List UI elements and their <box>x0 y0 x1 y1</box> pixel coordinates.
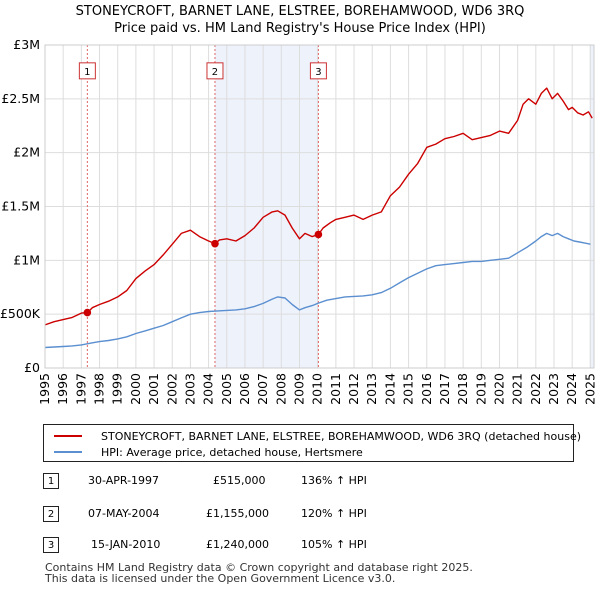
sale-marker-label: 2 <box>212 67 218 78</box>
hpi-line <box>44 232 591 349</box>
legend-item-hpi: HPI: Average price, detached house, Hert… <box>44 444 573 460</box>
x-tick-label: 2014 <box>382 373 397 405</box>
transaction-row: 2 07-MAY-2004 £1,155,000 120% ↑ HPI <box>43 503 600 525</box>
y-tick-label: £0 <box>24 360 40 375</box>
footer-licence: This data is licensed under the Open Gov… <box>45 572 396 585</box>
x-tick-label: 2019 <box>473 373 488 405</box>
transaction-hpi: 105% ↑ HPI <box>301 538 367 551</box>
y-tick-label: £1M <box>13 252 40 267</box>
price-chart: STONEYCROFT, BARNET LANE, ELSTREE, BOREH… <box>0 4 597 405</box>
legend-item-property: STONEYCROFT, BARNET LANE, ELSTREE, BOREH… <box>44 428 581 444</box>
chart-title: STONEYCROFT, BARNET LANE, ELSTREE, BOREH… <box>76 4 525 19</box>
sale-marker-box <box>78 62 96 80</box>
legend-property-label: STONEYCROFT, BARNET LANE, ELSTREE, BOREH… <box>101 429 581 443</box>
legend-hpi-swatch <box>54 451 82 453</box>
x-tick-label: 2004 <box>201 373 216 405</box>
x-tick-label: 2012 <box>346 373 361 405</box>
y-tick-label: £2M <box>13 145 40 160</box>
sale-marker-box <box>309 62 327 80</box>
x-tick-label: 2018 <box>455 373 470 405</box>
x-tick-label: 2025 <box>582 373 597 405</box>
transaction-price: £1,155,000 <box>206 507 269 520</box>
sale-point <box>211 239 219 248</box>
transaction-number: 3 <box>43 537 59 553</box>
x-tick-label: 2007 <box>255 373 270 405</box>
transaction-date: 07-MAY-2004 <box>88 507 160 520</box>
x-tick-label: 1999 <box>110 373 125 405</box>
x-tick-label: 2015 <box>401 373 416 405</box>
x-tick-label: 2024 <box>564 373 579 405</box>
x-tick-label: 2009 <box>292 373 307 405</box>
chart-subtitle: Price paid vs. HM Land Registry's House … <box>114 21 486 36</box>
x-tick-label: 2002 <box>164 373 179 405</box>
sale-marker-label: 3 <box>315 67 321 78</box>
x-tick-label: 2006 <box>237 373 252 405</box>
property-price-line <box>44 87 593 326</box>
transaction-price: £515,000 <box>213 474 266 487</box>
x-tick-label: 2013 <box>364 373 379 405</box>
transaction-number: 2 <box>43 506 59 522</box>
plot-border <box>44 44 595 369</box>
x-tick-label: 2016 <box>419 373 434 405</box>
sale-marker-label: 1 <box>84 67 90 78</box>
x-tick-label: 1996 <box>55 373 70 405</box>
x-tick-label: 2021 <box>510 373 525 405</box>
footer: Contains HM Land Registry data © Crown c… <box>45 562 473 584</box>
legend-hpi-label: HPI: Average price, detached house, Hert… <box>101 445 363 459</box>
transaction-date: 15-JAN-2010 <box>91 538 161 551</box>
sale-point <box>314 230 323 239</box>
x-tick-label: 2000 <box>128 373 143 405</box>
x-tick-label: 2010 <box>310 373 325 405</box>
footer-copyright: Contains HM Land Registry data © Crown c… <box>45 561 473 574</box>
x-tick-label: 2005 <box>219 373 234 405</box>
y-tick-label: £2.5M <box>1 91 40 106</box>
transaction-row: 1 30-APR-1997 £515,000 136% ↑ HPI <box>43 470 600 492</box>
x-tick-label: 2022 <box>528 373 543 405</box>
transaction-date: 30-APR-1997 <box>88 474 160 487</box>
x-tick-label: 2011 <box>328 373 343 405</box>
x-tick-label: 2008 <box>273 373 288 405</box>
sale-point <box>83 308 92 317</box>
y-tick-label: £3M <box>13 37 40 52</box>
x-tick-label: 2017 <box>437 373 452 405</box>
x-tick-label: 2023 <box>546 373 561 405</box>
x-tick-label: 1998 <box>92 373 107 405</box>
y-tick-label: £1.5M <box>1 199 40 214</box>
legend-property-swatch <box>54 435 82 437</box>
transaction-number: 1 <box>43 473 59 489</box>
x-tick-label: 2020 <box>491 373 506 405</box>
legend: STONEYCROFT, BARNET LANE, ELSTREE, BOREH… <box>43 424 581 462</box>
transaction-hpi: 136% ↑ HPI <box>301 474 367 487</box>
transaction-price: £1,240,000 <box>206 538 269 551</box>
x-tick-label: 1995 <box>37 373 52 405</box>
x-tick-label: 2003 <box>182 373 197 405</box>
y-tick-label: £500K <box>0 306 41 321</box>
x-tick-label: 2001 <box>146 373 161 405</box>
transaction-hpi: 120% ↑ HPI <box>301 507 367 520</box>
sale-marker-box <box>206 62 224 80</box>
transaction-row: 3 15-JAN-2010 £1,240,000 105% ↑ HPI <box>43 534 600 556</box>
x-tick-label: 1997 <box>73 373 88 405</box>
